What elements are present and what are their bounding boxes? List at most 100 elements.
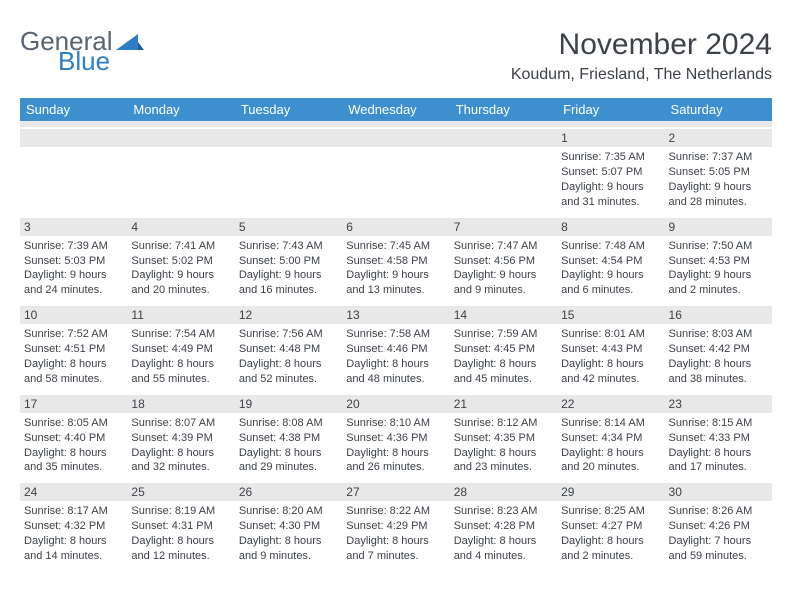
daylight-line: Daylight: 9 hours and 28 minutes. bbox=[669, 180, 768, 210]
daylight-line: Daylight: 8 hours and 45 minutes. bbox=[454, 357, 553, 387]
calendar-day-cell: 25Sunrise: 8:19 AMSunset: 4:31 PMDayligh… bbox=[127, 481, 234, 570]
day-number-strip: 21 bbox=[450, 395, 557, 413]
sunset-line: Sunset: 4:40 PM bbox=[24, 431, 123, 446]
sunset-line: Sunset: 4:45 PM bbox=[454, 342, 553, 357]
sunset-line: Sunset: 4:32 PM bbox=[24, 519, 123, 534]
day-number-strip: 20 bbox=[342, 395, 449, 413]
sunrise-line: Sunrise: 7:52 AM bbox=[24, 327, 123, 342]
day-number-strip: 27 bbox=[342, 483, 449, 501]
calendar-day-cell: 10Sunrise: 7:52 AMSunset: 4:51 PMDayligh… bbox=[20, 304, 127, 393]
day-number-strip: 16 bbox=[665, 306, 772, 324]
month-title: November 2024 bbox=[511, 28, 772, 62]
sunrise-line: Sunrise: 8:12 AM bbox=[454, 416, 553, 431]
title-block: November 2024 Koudum, Friesland, The Net… bbox=[511, 28, 772, 84]
sunrise-line: Sunrise: 8:25 AM bbox=[561, 504, 660, 519]
daylight-line: Daylight: 8 hours and 35 minutes. bbox=[24, 446, 123, 476]
location-subtitle: Koudum, Friesland, The Netherlands bbox=[511, 66, 772, 84]
sunset-line: Sunset: 4:36 PM bbox=[346, 431, 445, 446]
day-number-strip: 13 bbox=[342, 306, 449, 324]
calendar-week-row: 1Sunrise: 7:35 AMSunset: 5:07 PMDaylight… bbox=[20, 124, 772, 216]
sunrise-line: Sunrise: 7:54 AM bbox=[131, 327, 230, 342]
calendar-day-cell: 15Sunrise: 8:01 AMSunset: 4:43 PMDayligh… bbox=[557, 304, 664, 393]
calendar-day-cell bbox=[235, 124, 342, 216]
calendar-page: General Blue November 2024 Koudum, Fries… bbox=[0, 0, 792, 590]
daylight-line: Daylight: 9 hours and 24 minutes. bbox=[24, 268, 123, 298]
weekday-header: Saturday bbox=[665, 98, 772, 124]
sunrise-line: Sunrise: 7:58 AM bbox=[346, 327, 445, 342]
calendar-day-cell: 6Sunrise: 7:45 AMSunset: 4:58 PMDaylight… bbox=[342, 216, 449, 305]
sunset-line: Sunset: 4:39 PM bbox=[131, 431, 230, 446]
daylight-line: Daylight: 8 hours and 23 minutes. bbox=[454, 446, 553, 476]
day-number-strip: 10 bbox=[20, 306, 127, 324]
sunrise-line: Sunrise: 8:20 AM bbox=[239, 504, 338, 519]
calendar-day-cell bbox=[342, 124, 449, 216]
day-number-strip: 9 bbox=[665, 218, 772, 236]
day-number-strip: 23 bbox=[665, 395, 772, 413]
daylight-line: Daylight: 8 hours and 38 minutes. bbox=[669, 357, 768, 387]
day-number-strip: 18 bbox=[127, 395, 234, 413]
daylight-line: Daylight: 9 hours and 20 minutes. bbox=[131, 268, 230, 298]
calendar-week-row: 17Sunrise: 8:05 AMSunset: 4:40 PMDayligh… bbox=[20, 393, 772, 482]
sunset-line: Sunset: 4:53 PM bbox=[669, 254, 768, 269]
calendar-day-cell: 11Sunrise: 7:54 AMSunset: 4:49 PMDayligh… bbox=[127, 304, 234, 393]
daylight-line: Daylight: 8 hours and 29 minutes. bbox=[239, 446, 338, 476]
sunrise-line: Sunrise: 8:14 AM bbox=[561, 416, 660, 431]
sunrise-line: Sunrise: 8:08 AM bbox=[239, 416, 338, 431]
sunset-line: Sunset: 5:00 PM bbox=[239, 254, 338, 269]
calendar-body: 1Sunrise: 7:35 AMSunset: 5:07 PMDaylight… bbox=[20, 124, 772, 570]
sunset-line: Sunset: 4:58 PM bbox=[346, 254, 445, 269]
day-number-strip: 29 bbox=[557, 483, 664, 501]
sunrise-line: Sunrise: 7:37 AM bbox=[669, 150, 768, 165]
page-header: General Blue November 2024 Koudum, Fries… bbox=[20, 28, 772, 84]
sunrise-line: Sunrise: 8:22 AM bbox=[346, 504, 445, 519]
calendar-day-cell: 20 Sunrise: 8:10 AMSunset: 4:36 PMDayligh… bbox=[342, 393, 449, 482]
calendar-day-cell: 28Sunrise: 8:23 AMSunset: 4:28 PMDayligh… bbox=[450, 481, 557, 570]
day-number-strip: 17 bbox=[20, 395, 127, 413]
day-number-strip: 24 bbox=[20, 483, 127, 501]
calendar-day-cell: 21Sunrise: 8:12 AMSunset: 4:35 PMDayligh… bbox=[450, 393, 557, 482]
calendar-day-cell: 26Sunrise: 8:20 AMSunset: 4:30 PMDayligh… bbox=[235, 481, 342, 570]
weekday-header: Wednesday bbox=[342, 98, 449, 124]
calendar-day-cell: 2Sunrise: 7:37 AMSunset: 5:05 PMDaylight… bbox=[665, 124, 772, 216]
weekday-header: Friday bbox=[557, 98, 664, 124]
daylight-line: Daylight: 8 hours and 58 minutes. bbox=[24, 357, 123, 387]
sunrise-line: Sunrise: 7:56 AM bbox=[239, 327, 338, 342]
calendar-day-cell: 24Sunrise: 8:17 AMSunset: 4:32 PMDayligh… bbox=[20, 481, 127, 570]
calendar-week-row: 24Sunrise: 8:17 AMSunset: 4:32 PMDayligh… bbox=[20, 481, 772, 570]
daylight-line: Daylight: 9 hours and 31 minutes. bbox=[561, 180, 660, 210]
calendar-day-cell: 30Sunrise: 8:26 AMSunset: 4:26 PMDayligh… bbox=[665, 481, 772, 570]
day-number-strip: 19 bbox=[235, 395, 342, 413]
daylight-line: Daylight: 8 hours and 20 minutes. bbox=[561, 446, 660, 476]
calendar-day-cell: 19Sunrise: 8:08 AMSunset: 4:38 PMDayligh… bbox=[235, 393, 342, 482]
day-number-strip: 1 bbox=[557, 129, 664, 147]
sunset-line: Sunset: 4:48 PM bbox=[239, 342, 338, 357]
calendar-day-cell: 4Sunrise: 7:41 AMSunset: 5:02 PMDaylight… bbox=[127, 216, 234, 305]
sunset-line: Sunset: 4:33 PM bbox=[669, 431, 768, 446]
calendar-day-cell: 23Sunrise: 8:15 AMSunset: 4:33 PMDayligh… bbox=[665, 393, 772, 482]
daylight-line: Daylight: 8 hours and 9 minutes. bbox=[239, 534, 338, 564]
daylight-line: Daylight: 9 hours and 2 minutes. bbox=[669, 268, 768, 298]
daylight-line: Daylight: 9 hours and 9 minutes. bbox=[454, 268, 553, 298]
weekday-header: Monday bbox=[127, 98, 234, 124]
day-number-strip: 14 bbox=[450, 306, 557, 324]
calendar-head: SundayMondayTuesdayWednesdayThursdayFrid… bbox=[20, 98, 772, 124]
calendar-day-cell: 5Sunrise: 7:43 AMSunset: 5:00 PMDaylight… bbox=[235, 216, 342, 305]
day-number-strip: 8 bbox=[557, 218, 664, 236]
sunset-line: Sunset: 4:49 PM bbox=[131, 342, 230, 357]
sunrise-line: Sunrise: 8:19 AM bbox=[131, 504, 230, 519]
sunrise-line: Sunrise: 8:10 AM bbox=[346, 416, 445, 431]
day-number-strip: 12 bbox=[235, 306, 342, 324]
sunset-line: Sunset: 5:07 PM bbox=[561, 165, 660, 180]
day-number-strip bbox=[342, 129, 449, 147]
calendar-day-cell: 18Sunrise: 8:07 AMSunset: 4:39 PMDayligh… bbox=[127, 393, 234, 482]
calendar-day-cell: 8Sunrise: 7:48 AMSunset: 4:54 PMDaylight… bbox=[557, 216, 664, 305]
sunrise-line: Sunrise: 7:47 AM bbox=[454, 239, 553, 254]
sunrise-line: Sunrise: 8:01 AM bbox=[561, 327, 660, 342]
daylight-line: Daylight: 8 hours and 26 minutes. bbox=[346, 446, 445, 476]
sunset-line: Sunset: 4:29 PM bbox=[346, 519, 445, 534]
day-number-strip: 25 bbox=[127, 483, 234, 501]
daylight-line: Daylight: 9 hours and 13 minutes. bbox=[346, 268, 445, 298]
daylight-line: Daylight: 8 hours and 12 minutes. bbox=[131, 534, 230, 564]
day-number-strip: 15 bbox=[557, 306, 664, 324]
daylight-line: Daylight: 8 hours and 48 minutes. bbox=[346, 357, 445, 387]
